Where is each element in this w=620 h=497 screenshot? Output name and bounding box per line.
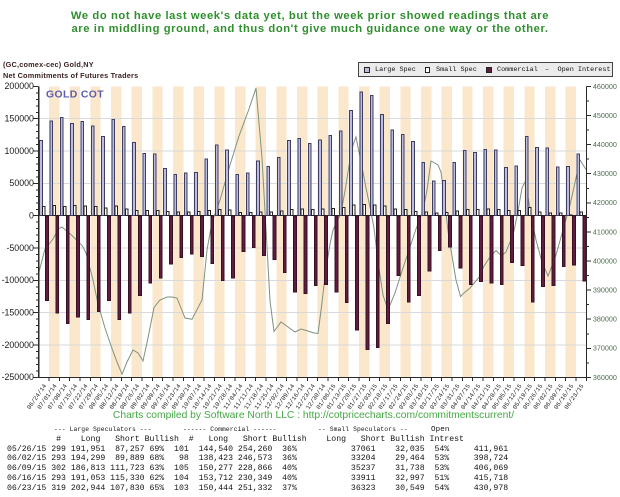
svg-text:460000: 460000 [593,82,617,91]
svg-text:360000: 360000 [593,373,617,382]
svg-text:50000: 50000 [9,178,34,188]
svg-text:450000: 450000 [593,111,617,120]
svg-text:420000: 420000 [593,198,617,207]
svg-text:400000: 400000 [593,256,617,265]
svg-text:100000: 100000 [5,146,34,156]
svg-text:-200000: -200000 [2,340,34,350]
svg-text:200000: 200000 [5,81,34,91]
svg-text:150000: 150000 [5,114,34,124]
svg-text:GOLD COT: GOLD COT [46,90,104,101]
svg-text:-150000: -150000 [2,308,34,318]
svg-text:430000: 430000 [593,169,617,178]
svg-text:380000: 380000 [593,315,617,324]
svg-text:370000: 370000 [593,344,617,353]
svg-text:410000: 410000 [593,227,617,236]
svg-text:-100000: -100000 [2,275,34,285]
svg-text:-50000: -50000 [6,243,33,253]
svg-text:0: 0 [29,211,34,221]
svg-text:440000: 440000 [593,140,617,149]
svg-text:390000: 390000 [593,286,617,295]
svg-text:-250000: -250000 [2,372,34,382]
